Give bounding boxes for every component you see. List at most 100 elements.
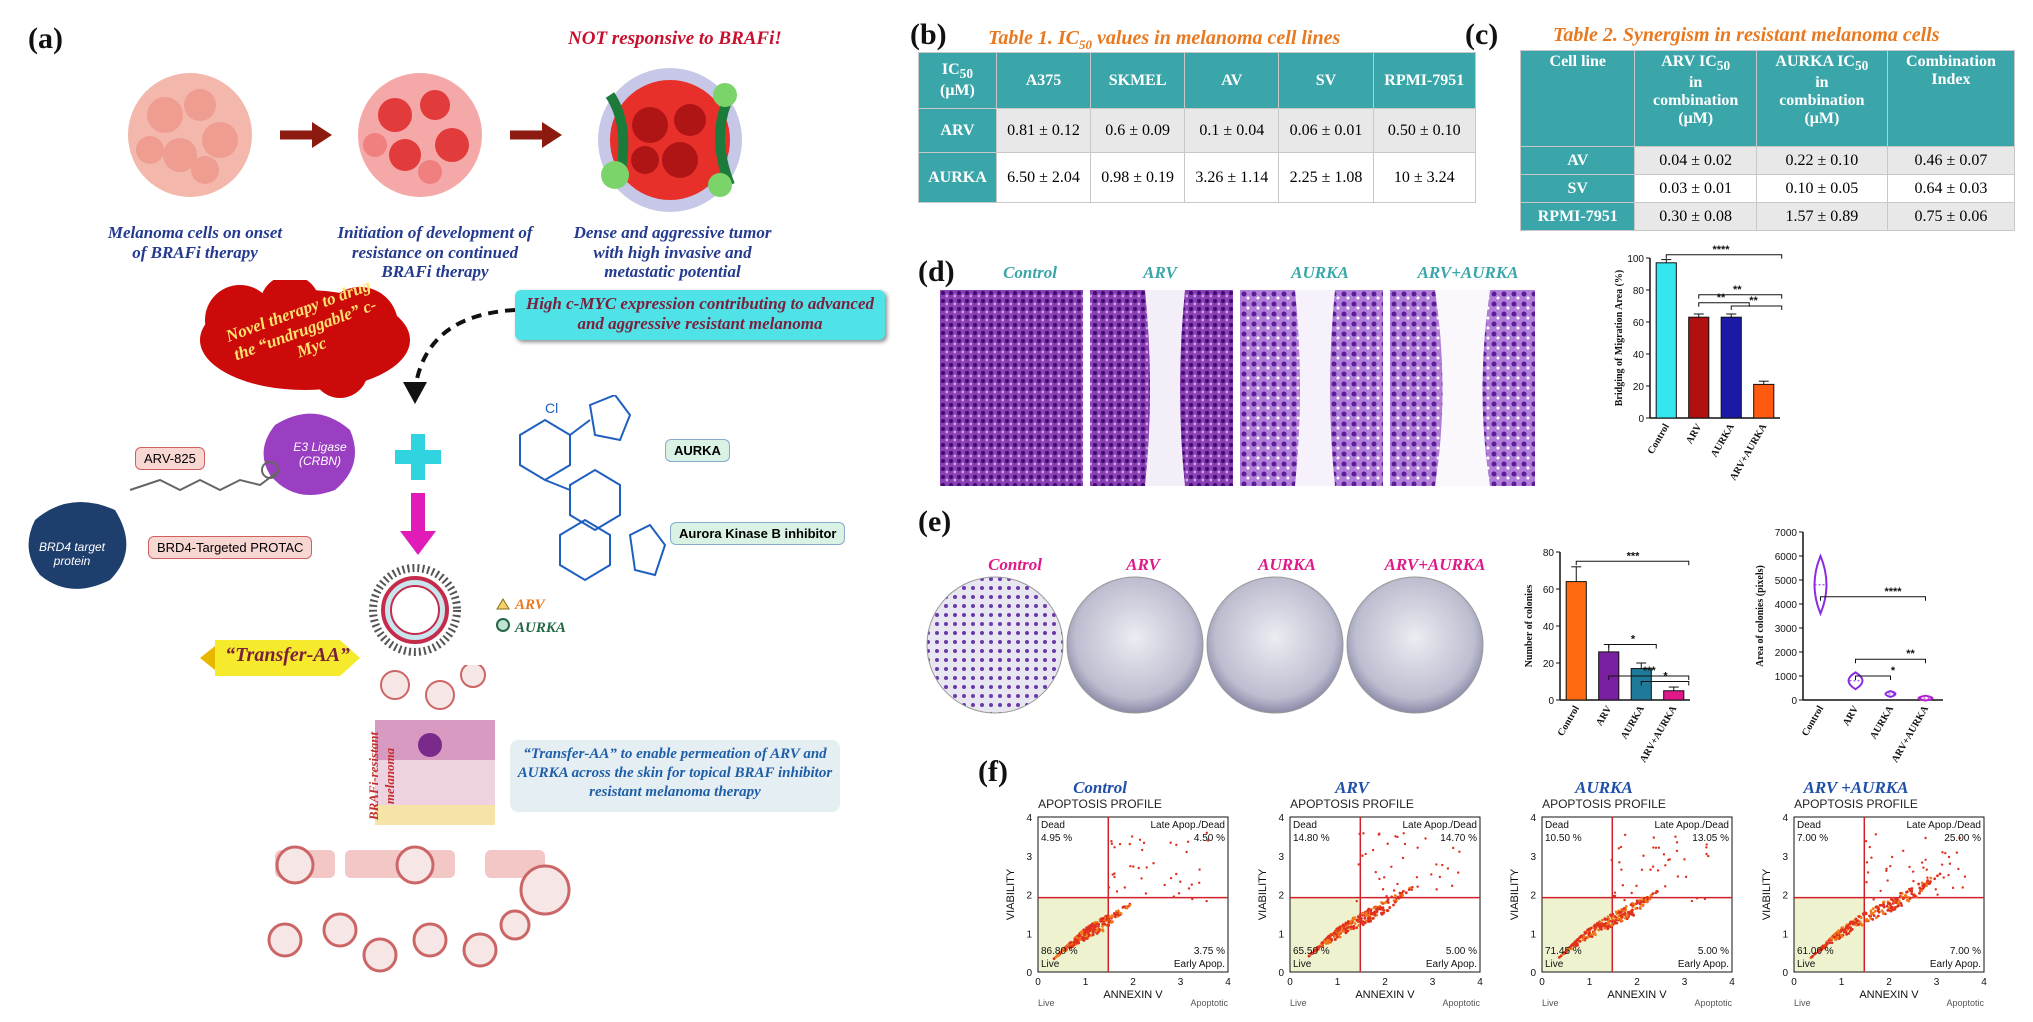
scatter-point	[1835, 933, 1839, 936]
scatter-point	[1840, 935, 1844, 938]
scatter-point	[1085, 929, 1089, 932]
scatter-point	[1917, 882, 1921, 886]
scatter-point	[1817, 950, 1821, 953]
scatter-point	[1675, 841, 1679, 844]
scatter-point	[1396, 895, 1400, 899]
scatter-point	[1830, 941, 1834, 945]
scatter-point	[1105, 918, 1109, 921]
scatter-point	[1902, 849, 1905, 853]
scatter-point	[1586, 935, 1590, 939]
scatter-point	[1205, 831, 1209, 835]
scatter-point	[1862, 913, 1866, 917]
scatter-point	[1625, 914, 1629, 918]
scatter-point	[1613, 891, 1617, 894]
scatter-point	[1087, 933, 1091, 937]
flow-plot-title: APOPTOSIS PROFILE	[1038, 797, 1162, 811]
scatter-point	[1891, 898, 1895, 902]
scatter-point	[1430, 873, 1433, 876]
flow-plot-name: ARV +AURKA	[1803, 778, 1909, 797]
quadrant-dead-label: Dead	[1293, 820, 1317, 831]
scatter-point	[1110, 915, 1113, 919]
scatter-point	[1821, 944, 1825, 948]
x-tick-label: 4	[1729, 977, 1735, 988]
significance-label: ****	[1884, 586, 1902, 598]
scatter-point	[1105, 914, 1109, 918]
scatter-point	[1894, 901, 1898, 904]
scatter-point	[1877, 910, 1881, 914]
x-tick-label: 2	[1886, 977, 1892, 988]
table-row: AURKA 6.50 ± 2.04 0.98 ± 0.19 3.26 ± 1.1…	[918, 152, 1477, 203]
scatter-point	[1557, 955, 1561, 959]
scatter-point	[1101, 922, 1105, 926]
scatter-point	[1941, 851, 1944, 854]
scatter-point	[1110, 840, 1113, 843]
quadrant-early-label: Early Apop.	[1426, 959, 1477, 970]
scatter-points	[1557, 833, 1710, 959]
y-tick-label: 80	[1633, 286, 1645, 297]
significance-bracket	[1855, 658, 1926, 664]
scatter-point	[1705, 846, 1708, 849]
scatter-point	[1352, 927, 1356, 931]
significance-label: **	[1749, 295, 1758, 307]
scatter-point	[1393, 900, 1397, 904]
scatter-point	[1876, 906, 1880, 910]
scatter-point	[1358, 832, 1361, 836]
scatter-point	[1385, 895, 1388, 898]
scatter-point	[1639, 900, 1643, 904]
scatter-point	[1632, 913, 1636, 917]
x-tick-label: 3	[1430, 977, 1436, 988]
scatter-point	[1113, 846, 1116, 849]
scatter-point	[1329, 937, 1333, 941]
scatter-point	[1057, 952, 1061, 956]
scatter-point	[1341, 923, 1345, 927]
scatter-point	[1092, 930, 1095, 934]
scatter-point	[1615, 921, 1619, 925]
quadrant-live-label: Live	[1293, 959, 1312, 970]
scatter-point	[1334, 938, 1337, 941]
y-tick-label: 0	[1026, 968, 1032, 979]
scatter-point	[1582, 935, 1586, 939]
table-row: AV 0.04 ± 0.02 0.22 ± 0.10 0.46 ± 0.07	[1519, 146, 2016, 175]
table2-cell: 0.04 ± 0.02	[1634, 146, 1757, 175]
table2-cell: 0.22 ± 0.10	[1755, 146, 1888, 175]
scatter-point	[1378, 877, 1381, 881]
y-tick-label: 4	[1530, 813, 1536, 824]
scatter-point	[1838, 936, 1842, 940]
scatter-point	[1854, 917, 1858, 921]
scatter-point	[1610, 917, 1614, 921]
scatter-point	[1630, 911, 1634, 915]
flow-plot-svg: 00 1 1 2 2 3 3 4 4 ANNEXIN V Live Apoptotic VIABILIT…	[1005, 813, 1231, 1008]
table-row: RPMI-7951 0.30 ± 0.08 1.57 ± 0.89 0.75 ±…	[1519, 202, 2016, 231]
table1-cell: 0.81 ± 0.12	[995, 108, 1092, 153]
scatter-point	[1882, 903, 1886, 906]
scatter-point	[1364, 852, 1367, 856]
y-tick-label: 40	[1543, 622, 1555, 633]
flow-plot-name: ARV	[1335, 778, 1369, 797]
scatter-point	[1820, 948, 1824, 951]
scatter-point	[1881, 912, 1885, 916]
scatter-point	[1107, 920, 1111, 924]
x-tick-label: ARV+AURKA	[1890, 703, 1932, 764]
y-tick-label: 80	[1543, 548, 1555, 559]
scatter-point	[1613, 915, 1617, 918]
scatter-point	[1683, 858, 1686, 861]
scatter-point	[1094, 925, 1098, 929]
significance-label: ***	[1643, 665, 1657, 677]
scatter-point	[1186, 840, 1190, 844]
scatter-point	[1641, 903, 1645, 907]
x-tick-label: ARV	[1594, 703, 1615, 728]
scatter-point	[1938, 872, 1942, 876]
scatter-point	[1926, 876, 1929, 879]
scatter-point	[1163, 883, 1166, 887]
scatter-point	[1381, 906, 1385, 910]
scatter-point	[1599, 926, 1603, 930]
y-tick-label: 3	[1530, 852, 1536, 863]
flow-plot: ARV +AURKA APOPTOSIS PROFILE 0 0 1 1 2 2 3 3 4 4 ANN…	[1756, 778, 2006, 1013]
skin-caption-box: “Transfer-AA” to enable permeation of AR…	[510, 740, 840, 812]
table2-cell: 0.03 ± 0.01	[1634, 174, 1757, 203]
scatter-point	[1101, 929, 1105, 933]
table-row: ARV 0.81 ± 0.12 0.6 ± 0.09 0.1 ± 0.04 0.…	[918, 108, 1477, 153]
tumor-stage-1	[128, 73, 252, 197]
bar	[1663, 690, 1685, 701]
scatter-point	[1091, 933, 1095, 937]
